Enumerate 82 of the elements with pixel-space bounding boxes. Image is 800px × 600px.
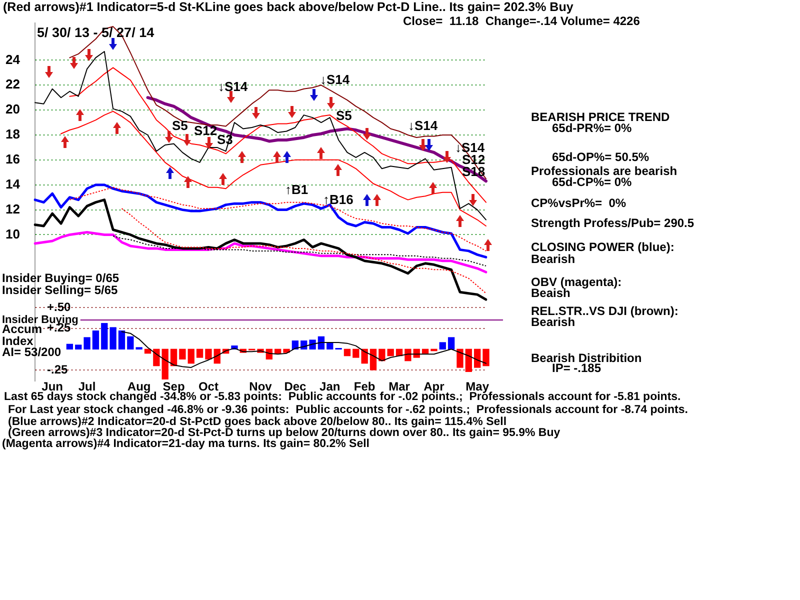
- bar: [439, 342, 446, 350]
- text: (Green arrows)#3 Indicator=20-d St-Pct-D turns up below 20/turns down over 80.. Its gain= 95.9% Buy: [8, 427, 560, 439]
- annotation: Insider Buying= 0/65: [2, 271, 120, 285]
- text: 65d-PR%= 0%: [552, 121, 632, 135]
- text: BEARISH PRICE TREND: [531, 110, 670, 124]
- annotation: ↓S14: [320, 72, 350, 87]
- x-tick-label: Feb: [354, 379, 376, 394]
- y-tick-label: 24: [6, 52, 21, 67]
- bar: [474, 348, 481, 368]
- bar: [430, 348, 438, 352]
- x-tick-label: Aug: [127, 379, 151, 394]
- bar: [179, 348, 186, 360]
- text: CLOSING POWER (blue):: [531, 240, 674, 254]
- bar: [205, 348, 212, 360]
- bar: [344, 348, 351, 356]
- bar: [448, 337, 455, 350]
- bar: [456, 348, 464, 368]
- text: Last 65 days stock changed -34.8% or -5.83 points: Public accounts for -.02 points.; Professionals account for -5.81 points.: [4, 391, 681, 404]
- y-tick-label: 20: [6, 102, 20, 117]
- x-tick-label: Jul: [78, 379, 96, 394]
- x-tick-label: Jan: [320, 379, 340, 394]
- line-series: [121, 208, 486, 294]
- bar: [118, 330, 126, 350]
- bar: [66, 344, 74, 350]
- bar: [361, 348, 368, 364]
- annotation: ↑B1: [285, 182, 308, 197]
- annotation: ↓S14: [218, 79, 248, 94]
- y-tick-label: -.25: [47, 362, 68, 376]
- bar: [84, 337, 90, 350]
- bar: [153, 348, 160, 366]
- y-tick-label: 16: [6, 152, 20, 167]
- text: Bearish: [531, 315, 576, 329]
- bar: [92, 330, 100, 350]
- bar: [370, 348, 377, 370]
- bar: [75, 344, 82, 350]
- text: Professionals are bearish: [531, 164, 678, 178]
- bar: [188, 348, 194, 364]
- bar: [387, 348, 394, 356]
- y-tick-label: 12: [6, 201, 20, 216]
- text: 65d-CP%= 0%: [552, 175, 632, 189]
- annotation: S5: [172, 118, 188, 133]
- text: 65d-OP%= 50.5%: [552, 150, 650, 164]
- bar: [162, 348, 168, 380]
- text: (Magenta arrows)#4 Indicator=21-day ma turns. Its gain= 80.2% Sell: [2, 438, 370, 451]
- y-axis-title: Accum Index: [2, 322, 42, 348]
- text: For Last year stock changed -46.8% or -9.36 points: Public accounts for -.62 points.; Professionals account for -8.74 points.: [8, 403, 688, 416]
- y-tick-label: 22: [6, 76, 20, 92]
- text: OBV (magenta):: [531, 275, 622, 289]
- bar: [110, 327, 116, 350]
- bar: [274, 348, 282, 354]
- x-tick-label: Jun: [42, 379, 64, 394]
- y-tick-label: 10: [6, 226, 20, 242]
- annotation: ↓S14: [408, 118, 438, 133]
- annotation: S12: [194, 123, 218, 138]
- annotation: S5: [336, 108, 352, 123]
- bar: [422, 348, 429, 354]
- y-tick-label: 14: [6, 176, 21, 192]
- y-tick-label: +.50: [47, 300, 72, 314]
- text: REL.STR..VS DJI (brown):: [531, 304, 678, 318]
- bar: [170, 348, 178, 366]
- bar: [352, 348, 360, 358]
- x-tick-label: Oct: [198, 379, 218, 394]
- x-tick-label: May: [466, 379, 490, 394]
- text: CP%vsPr%= 0%: [531, 196, 626, 210]
- text: Close= 11.18 Change=-.14 Volume= 4226: [403, 14, 640, 28]
- x-tick-label: Sep: [162, 379, 185, 394]
- x-tick-label: Apr: [424, 379, 445, 394]
- x-tick-label: Mar: [388, 379, 410, 394]
- chart-title: (Red arrows)#1 Indicator=5-d St-KLine goes back above/below Pct-D Line.. Its gain= 202.3% Buy: [3, 0, 574, 14]
- text: (Blue arrows)#2 Indicator=20-d St-PctD goes back above 20/below 80.. Its gain= 115.4% Sell: [8, 416, 507, 428]
- bar: [378, 348, 386, 362]
- bar: [196, 348, 204, 358]
- text: Bearish: [531, 252, 576, 266]
- bar: [465, 348, 472, 372]
- bar: [101, 323, 108, 350]
- bar: [482, 348, 490, 366]
- text: Strength Profess/Pub= 290.5: [531, 216, 694, 230]
- annotation: Insider Selling= 5/65: [2, 283, 118, 297]
- annotation: ↑B16: [323, 192, 354, 207]
- y-tick-label: 18: [6, 126, 20, 142]
- bar: [127, 336, 134, 350]
- annotation: AI= 53/200: [2, 345, 62, 359]
